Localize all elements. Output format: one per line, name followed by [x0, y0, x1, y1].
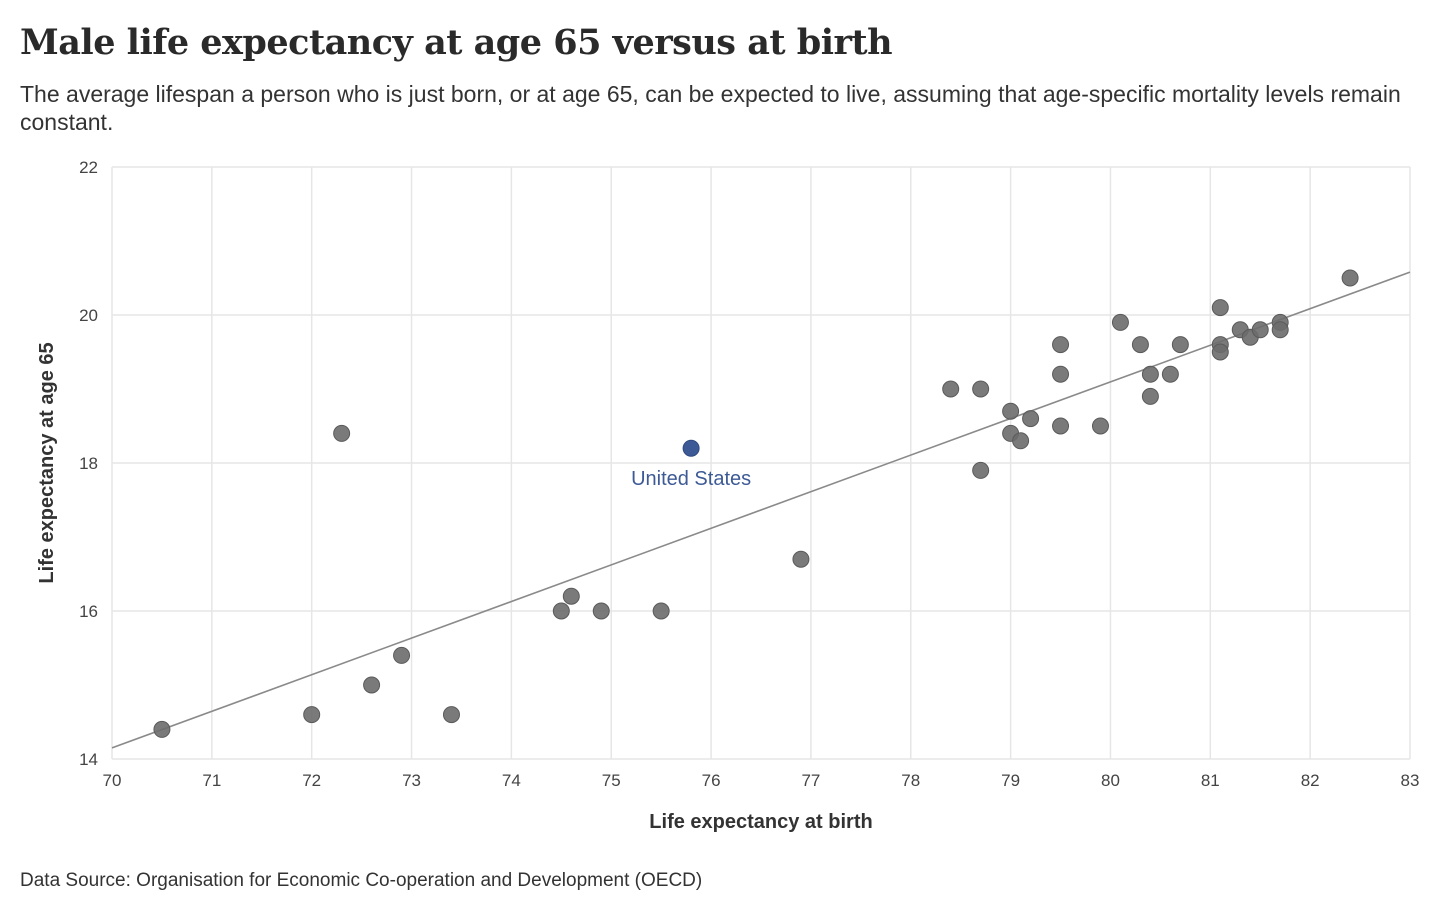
data-point — [1111, 313, 1129, 331]
x-tick-label: 75 — [602, 771, 621, 790]
data-point — [1052, 417, 1070, 435]
data-point — [1022, 410, 1040, 428]
x-tick-label: 71 — [202, 771, 221, 790]
y-tick-label: 22 — [79, 158, 98, 177]
x-tick-label: 78 — [901, 771, 920, 790]
x-tick-label: 72 — [302, 771, 321, 790]
x-tick-label: 76 — [702, 771, 721, 790]
data-point — [393, 646, 411, 664]
chart-subtitle: The average lifespan a person who is jus… — [20, 81, 1401, 135]
x-tick-label: 77 — [801, 771, 820, 790]
y-tick-label: 18 — [79, 454, 98, 473]
x-tick-label: 81 — [1201, 771, 1220, 790]
data-point — [442, 706, 460, 724]
data-point — [1211, 299, 1229, 317]
x-axis-label: Life expectancy at birth — [649, 811, 872, 833]
data-point — [972, 380, 990, 398]
y-tick-label: 16 — [79, 602, 98, 621]
highlight-label: United States — [631, 468, 751, 490]
y-tick-label: 20 — [79, 306, 98, 325]
x-tick-label: 70 — [103, 771, 122, 790]
trend-line — [111, 271, 1411, 749]
data-point — [652, 602, 670, 620]
data-point — [972, 461, 990, 479]
data-point — [1141, 365, 1159, 383]
data-point — [562, 587, 580, 605]
data-point — [592, 602, 610, 620]
data-source: Data Source: Organisation for Economic C… — [20, 870, 703, 891]
data-point — [1002, 402, 1020, 420]
x-tick-label: 80 — [1101, 771, 1120, 790]
y-axis-label: Life expectancy at age 65 — [36, 342, 58, 583]
x-tick-label: 74 — [502, 771, 521, 790]
data-point — [1171, 336, 1189, 354]
data-point — [1251, 321, 1269, 339]
chart-title: Male life expectancy at age 65 versus at… — [20, 22, 893, 63]
data-point — [303, 706, 321, 724]
data-point — [1052, 365, 1070, 383]
data-point — [552, 602, 570, 620]
data-point — [1161, 365, 1179, 383]
x-tick-label: 83 — [1401, 771, 1420, 790]
data-point — [1211, 343, 1229, 361]
data-point — [1141, 387, 1159, 405]
data-point — [363, 676, 381, 694]
data-point — [1131, 336, 1149, 354]
data-point — [1341, 269, 1359, 287]
data-point — [333, 424, 351, 442]
data-point — [792, 550, 810, 568]
data-point — [942, 380, 960, 398]
data-point — [1091, 417, 1109, 435]
data-point — [153, 720, 171, 738]
x-tick-label: 73 — [402, 771, 421, 790]
data-point — [1271, 321, 1289, 339]
y-tick-label: 14 — [79, 750, 98, 769]
highlight-point-united-states — [682, 439, 700, 457]
data-point — [1052, 336, 1070, 354]
x-tick-label: 79 — [1001, 771, 1020, 790]
x-tick-label: 82 — [1301, 771, 1320, 790]
data-point — [1012, 432, 1030, 450]
